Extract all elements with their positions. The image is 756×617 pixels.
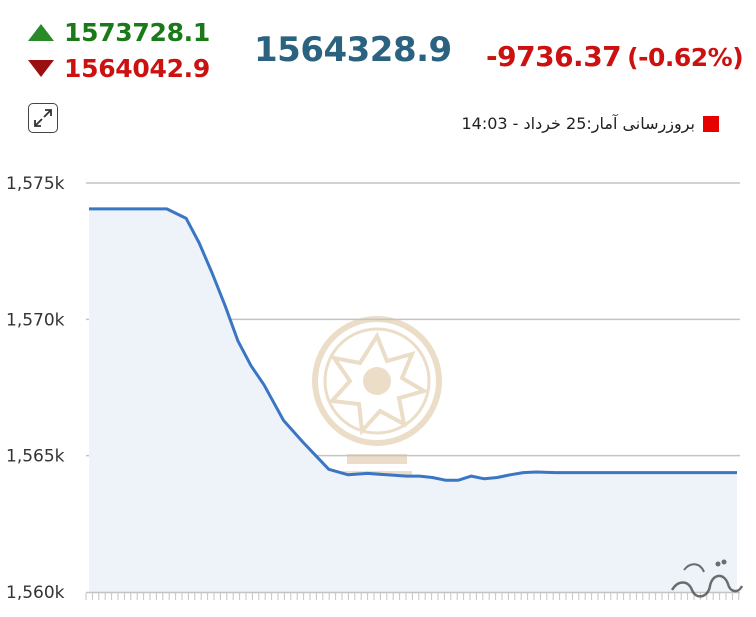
change-percent: (-0.62%) [627, 43, 744, 72]
change-value: -9736.37 [486, 40, 622, 73]
expand-button[interactable] [28, 103, 58, 133]
up-triangle-icon [28, 24, 54, 41]
series-line-layer [89, 207, 737, 482]
x-axis [85, 591, 740, 600]
site-logo [670, 559, 744, 598]
area-fill [89, 208, 737, 592]
low-value: 1564042.9 [64, 54, 210, 83]
legend-swatch [703, 115, 719, 132]
y-tick-labels: 1,560k 1,565k 1,570k 1,575k [6, 174, 65, 603]
y-tick-label: 1,570k [6, 310, 65, 330]
y-tick-label: 1,560k [6, 583, 65, 603]
y-tick-label: 1,575k [6, 174, 65, 194]
last-index-value: 1564328.9 [254, 30, 452, 70]
y-tick-label: 1,565k [6, 447, 65, 467]
change-indicator: -9736.37 (-0.62%) [486, 40, 744, 73]
chart-legend: بروزرسانی آمار:25 خرداد - 14:03 [461, 114, 719, 133]
high-value: 1573728.1 [64, 18, 210, 47]
series-line [89, 207, 737, 482]
down-triangle-icon [28, 60, 54, 77]
expand-icon [34, 109, 52, 127]
area-fill-layer [89, 208, 737, 592]
session-low: 1564042.9 [28, 54, 210, 83]
legend-label: بروزرسانی آمار:25 خرداد - 14:03 [461, 114, 695, 133]
session-high: 1573728.1 [28, 18, 210, 47]
